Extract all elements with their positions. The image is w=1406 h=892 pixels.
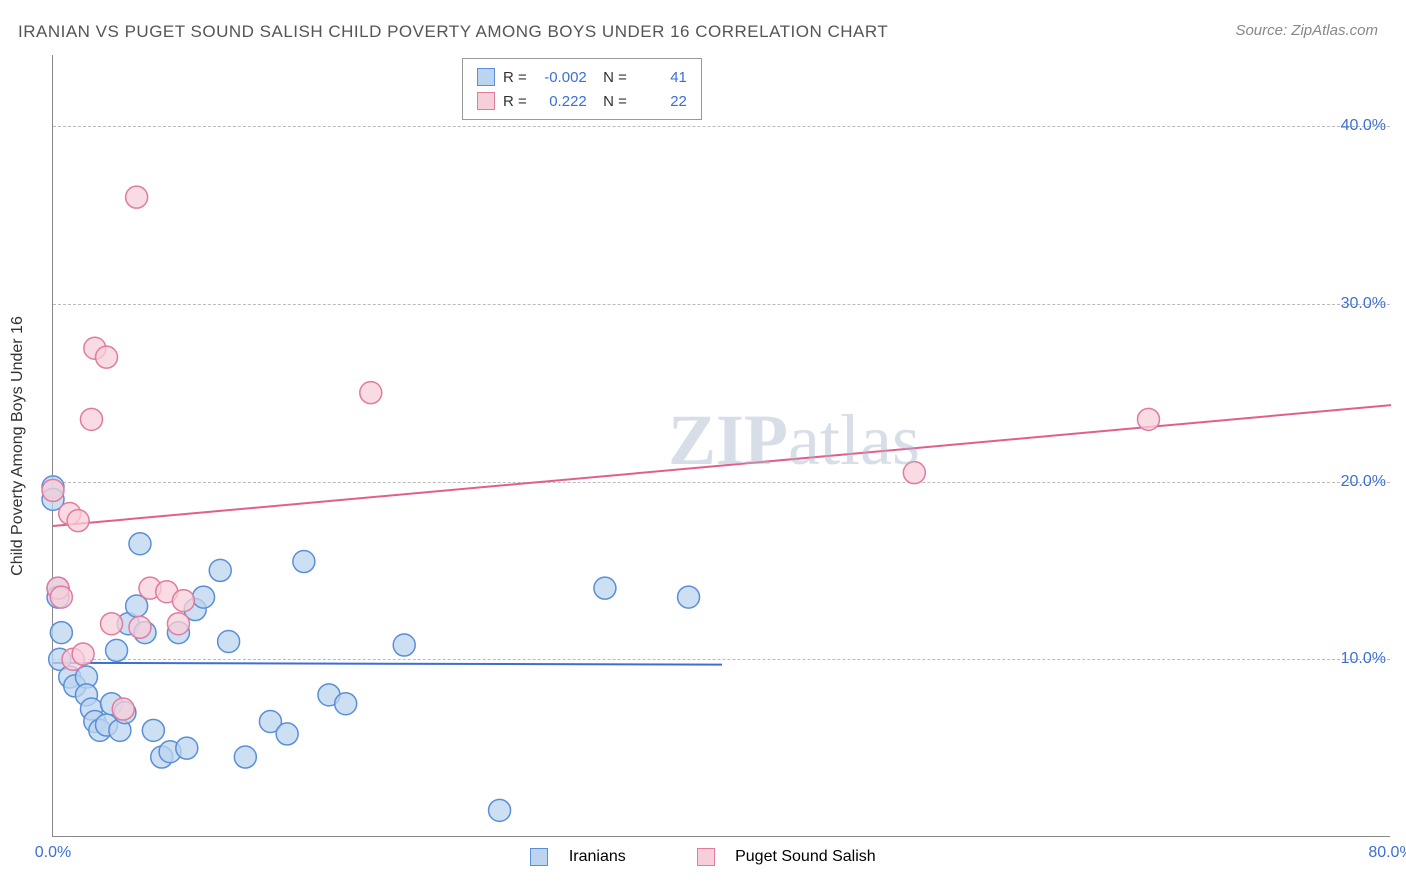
data-point (167, 613, 189, 635)
data-point (80, 408, 102, 430)
trend-line (53, 405, 1391, 526)
swatch-icon (530, 848, 548, 866)
data-point (106, 639, 128, 661)
legend-row-iranians: R =-0.002 N =41 (477, 65, 687, 89)
series-legend: Iranians Puget Sound Salish (0, 848, 1406, 866)
data-point (142, 719, 164, 741)
data-point (129, 533, 151, 555)
data-point (67, 510, 89, 532)
y-axis-label: Child Poverty Among Boys Under 16 (9, 316, 27, 576)
data-point (42, 479, 64, 501)
data-point (293, 551, 315, 573)
trend-line (53, 663, 722, 665)
data-point (129, 616, 151, 638)
data-point (126, 186, 148, 208)
data-point (903, 462, 925, 484)
chart-title: IRANIAN VS PUGET SOUND SALISH CHILD POVE… (18, 22, 888, 42)
data-point (112, 698, 134, 720)
data-point (50, 586, 72, 608)
data-point (50, 622, 72, 644)
swatch-icon (697, 848, 715, 866)
data-point (96, 346, 118, 368)
data-point (234, 746, 256, 768)
swatch-iranians (477, 68, 495, 86)
data-point (276, 723, 298, 745)
legend-label: Puget Sound Salish (735, 848, 876, 865)
data-point (360, 382, 382, 404)
scatter-plot (53, 55, 1390, 836)
legend-label: Iranians (569, 848, 626, 865)
data-point (218, 631, 240, 653)
data-point (72, 643, 94, 665)
data-point (489, 799, 511, 821)
correlation-legend: R =-0.002 N =41 R =0.222 N =22 (462, 58, 702, 120)
data-point (1137, 408, 1159, 430)
legend-row-salish: R =0.222 N =22 (477, 89, 687, 113)
data-point (209, 559, 231, 581)
data-point (101, 613, 123, 635)
data-point (678, 586, 700, 608)
data-point (172, 590, 194, 612)
data-point (193, 586, 215, 608)
data-point (393, 634, 415, 656)
data-point (176, 737, 198, 759)
data-point (594, 577, 616, 599)
data-point (335, 693, 357, 715)
swatch-salish (477, 92, 495, 110)
chart-area: 10.0%20.0%30.0%40.0%0.0%80.0% ZIPatlas (52, 55, 1390, 837)
source-label: Source: ZipAtlas.com (1235, 22, 1378, 39)
